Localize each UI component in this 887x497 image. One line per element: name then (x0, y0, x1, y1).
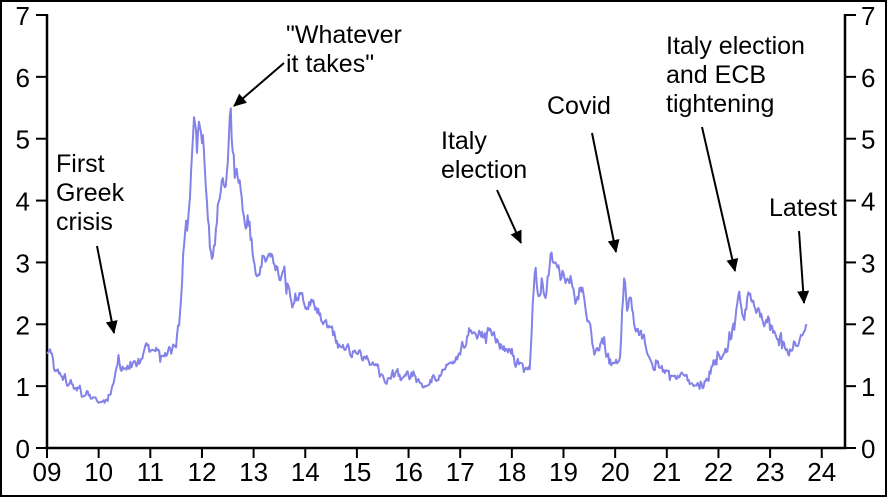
x-tick-label-14: 14 (291, 457, 320, 487)
y-tick-label-right-2: 2 (861, 310, 875, 340)
x-tick-label-20: 20 (601, 457, 630, 487)
annotation-latest: Latest (769, 194, 838, 222)
y-tick-label-left-5: 5 (16, 125, 30, 155)
x-tick-label-11: 11 (137, 457, 164, 487)
arrow-italy-election-2018 (496, 189, 522, 244)
annotation-italy-election: Italy election (441, 127, 528, 184)
x-tick-label-16: 16 (394, 457, 423, 487)
arrow-italy-election-ecb-tightening (701, 126, 739, 272)
x-tick-label-15: 15 (342, 457, 371, 487)
annotation-whatever-it-takes: "Whatever it takes" (286, 21, 402, 78)
x-tick-label-13: 13 (239, 457, 268, 487)
y-tick-label-right-0: 0 (861, 434, 875, 464)
x-tick-label-18: 18 (497, 457, 526, 487)
x-tick-label-10: 10 (84, 457, 113, 487)
spread-line-series (46, 107, 808, 404)
x-tick-label-19: 19 (549, 457, 578, 487)
x-tick-label-21: 21 (652, 457, 681, 487)
x-tick-label-23: 23 (756, 457, 785, 487)
x-tick-label-22: 22 (704, 457, 733, 487)
axes: 0 01 12 23 34 45 56 67 709 10 11 12 13 14 15 16 17 18 19 20… (16, 1, 876, 487)
y-tick-label-left-1: 1 (16, 372, 30, 402)
annotation-first-greek-crisis: First Greek crisis (56, 150, 125, 236)
y-tick-label-right-7: 7 (861, 1, 875, 31)
y-tick-label-left-0: 0 (16, 434, 30, 464)
x-tick-label-24: 24 (807, 457, 836, 487)
arrow-first-greek-crisis (96, 245, 118, 334)
y-tick-label-right-5: 5 (861, 125, 875, 155)
arrow-whatever-it-takes (233, 62, 285, 107)
y-tick-label-left-2: 2 (16, 310, 30, 340)
y-tick-label-right-3: 3 (861, 248, 875, 278)
y-tick-label-right-6: 6 (861, 63, 875, 93)
annotation-covid: Covid (547, 92, 611, 120)
x-tick-label-12: 12 (187, 457, 216, 487)
y-tick-label-right-4: 4 (861, 187, 875, 217)
y-tick-label-left-3: 3 (16, 248, 30, 278)
y-tick-label-right-1: 1 (861, 372, 875, 402)
x-tick-label-17: 17 (446, 457, 475, 487)
y-tick-label-left-7: 7 (16, 1, 30, 31)
y-tick-label-left-4: 4 (16, 187, 30, 217)
arrow-latest (797, 230, 810, 304)
arrow-covid (591, 132, 620, 253)
y-tick-label-left-6: 6 (16, 63, 30, 93)
annotation-italy-election-ecb-tightening: Italy election and ECB tightening (666, 32, 805, 118)
annotation-arrows (96, 62, 810, 334)
x-tick-label-09: 09 (33, 457, 62, 487)
